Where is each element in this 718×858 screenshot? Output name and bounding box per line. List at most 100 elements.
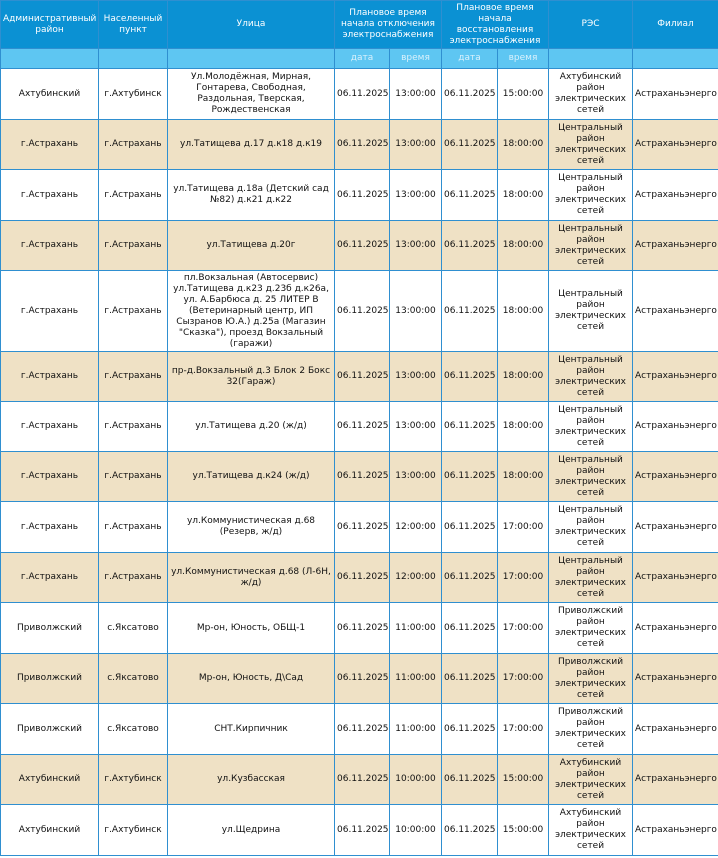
cell-locality: г.Астрахань <box>98 451 168 502</box>
subheader-date: дата <box>441 48 498 69</box>
cell-restore-date: 06.11.2025 <box>441 754 498 805</box>
cell-district: г.Астрахань <box>0 501 99 553</box>
cell-restore-time: 18:00:00 <box>496 270 550 352</box>
cell-branch: Астраханьэнерго <box>632 351 718 402</box>
cell-restore-date: 06.11.2025 <box>441 401 498 452</box>
cell-outage-date: 06.11.2025 <box>334 451 390 502</box>
cell-outage-time: 10:00:00 <box>389 804 442 856</box>
cell-outage-time: 13:00:00 <box>389 220 442 271</box>
cell-restore-date: 06.11.2025 <box>441 501 498 553</box>
table-row: г.Астрахань г.Астрахань пл.Вокзальная (Авт… <box>0 270 718 352</box>
cell-outage-date: 06.11.2025 <box>334 602 390 654</box>
cell-outage-date: 06.11.2025 <box>334 270 390 352</box>
cell-outage-time: 13:00:00 <box>389 270 442 352</box>
cell-outage-date: 06.11.2025 <box>334 220 390 271</box>
cell-outage-time: 11:00:00 <box>389 653 442 704</box>
cell-res: Центральный район электрических сетей <box>548 401 634 452</box>
cell-outage-date: 06.11.2025 <box>334 653 390 704</box>
cell-street: ул.Татищева д.18а (Детский сад №82) д.к2… <box>167 169 335 221</box>
header-res: РЭС <box>548 0 634 49</box>
cell-locality: г.Астрахань <box>98 169 168 221</box>
cell-street: ул.Татищева д.к24 (ж/д) <box>167 451 335 502</box>
cell-locality: с.Яксатово <box>98 602 168 654</box>
table-row: г.Астрахань г.Астрахань ул.Татищева д.18а … <box>0 169 718 221</box>
table-row: Приволжский с.Яксатово СНТ.Кирпичник 06.11.… <box>0 703 718 755</box>
cell-restore-time: 18:00:00 <box>496 401 550 452</box>
cell-branch: Астраханьэнерго <box>632 703 718 755</box>
cell-res: Центральный район электрических сетей <box>548 501 634 553</box>
cell-locality: г.Астрахань <box>98 270 168 352</box>
cell-restore-date: 06.11.2025 <box>441 703 498 755</box>
header-outage-start: Плановое время начала отключения электро… <box>334 0 442 49</box>
header-restore-start: Плановое время начала восстановления эле… <box>440 0 550 49</box>
table-row: г.Астрахань г.Астрахань ул.Коммунистическа… <box>0 552 718 603</box>
cell-restore-time: 15:00:00 <box>496 804 550 856</box>
cell-outage-time: 13:00:00 <box>389 451 442 502</box>
table-row: г.Астрахань г.Астрахань ул.Коммунистическа… <box>0 501 718 553</box>
cell-restore-date: 06.11.2025 <box>441 351 498 402</box>
cell-street: ул.Татищева д.20г <box>167 220 335 271</box>
cell-outage-date: 06.11.2025 <box>334 169 390 221</box>
subheader-time: время <box>496 48 550 69</box>
cell-restore-date: 06.11.2025 <box>441 220 498 271</box>
cell-res: Центральный район электрических сетей <box>548 351 634 402</box>
cell-outage-date: 06.11.2025 <box>334 68 390 120</box>
cell-restore-time: 17:00:00 <box>496 501 550 553</box>
cell-locality: г.Астрахань <box>98 552 168 603</box>
cell-res: Центральный район электрических сетей <box>548 451 634 502</box>
cell-district: г.Астрахань <box>0 401 99 452</box>
subheader-empty <box>0 48 99 69</box>
cell-outage-date: 06.11.2025 <box>334 351 390 402</box>
cell-locality: г.Астрахань <box>98 119 168 170</box>
cell-restore-date: 06.11.2025 <box>441 653 498 704</box>
cell-restore-time: 18:00:00 <box>496 220 550 271</box>
cell-res: Приволжский район электрических сетей <box>548 602 634 654</box>
cell-restore-date: 06.11.2025 <box>441 270 498 352</box>
cell-restore-time: 18:00:00 <box>496 451 550 502</box>
cell-district: г.Астрахань <box>0 270 99 352</box>
cell-district: Приволжский <box>0 703 99 755</box>
cell-street: ул.Татищева д.17 д.к18 д.к19 <box>167 119 335 170</box>
cell-restore-date: 06.11.2025 <box>441 451 498 502</box>
table-row: Ахтубинский г.Ахтубинск ул.Щедрина 06.11.20… <box>0 804 718 856</box>
cell-street: ул.Коммунистическая д.68 (Резерв, ж/д) <box>167 501 335 553</box>
cell-branch: Астраханьэнерго <box>632 804 718 856</box>
cell-district: г.Астрахань <box>0 351 99 402</box>
table-row: Приволжский с.Яксатово Мр-он, Юность, ОБЩ-… <box>0 602 718 654</box>
subheader-time: время <box>389 48 442 69</box>
cell-restore-date: 06.11.2025 <box>441 602 498 654</box>
subheader-empty <box>167 48 335 69</box>
cell-res: Центральный район электрических сетей <box>548 220 634 271</box>
cell-restore-time: 15:00:00 <box>496 68 550 120</box>
cell-locality: г.Ахтубинск <box>98 804 168 856</box>
cell-outage-date: 06.11.2025 <box>334 552 390 603</box>
subheader-empty <box>548 48 634 69</box>
cell-res: Центральный район электрических сетей <box>548 119 634 170</box>
cell-street: пл.Вокзальная (Автосервис) ул.Татищева д… <box>167 270 335 352</box>
cell-res: Приволжский район электрических сетей <box>548 703 634 755</box>
cell-street: Ул.Молодёжная, Мирная, Гонтарева, Свобод… <box>167 68 335 120</box>
cell-street: Мр-он, Юность, ОБЩ-1 <box>167 602 335 654</box>
cell-branch: Астраханьэнерго <box>632 119 718 170</box>
cell-locality: г.Ахтубинск <box>98 68 168 120</box>
cell-district: Приволжский <box>0 602 99 654</box>
table-row: Ахтубинский г.Ахтубинск Ул.Молодёжная, Мир… <box>0 68 718 120</box>
cell-outage-time: 12:00:00 <box>389 552 442 603</box>
cell-district: г.Астрахань <box>0 119 99 170</box>
cell-street: ул.Кузбасская <box>167 754 335 805</box>
cell-outage-time: 10:00:00 <box>389 754 442 805</box>
cell-res: Центральный район электрических сетей <box>548 270 634 352</box>
header-street: Улица <box>167 0 335 49</box>
table-row: г.Астрахань г.Астрахань пр-д.Вокзальный д.… <box>0 351 718 402</box>
cell-res: Центральный район электрических сетей <box>548 169 634 221</box>
cell-branch: Астраханьэнерго <box>632 653 718 704</box>
cell-outage-date: 06.11.2025 <box>334 401 390 452</box>
cell-district: г.Астрахань <box>0 220 99 271</box>
cell-branch: Астраханьэнерго <box>632 552 718 603</box>
cell-branch: Астраханьэнерго <box>632 169 718 221</box>
cell-branch: Астраханьэнерго <box>632 754 718 805</box>
cell-restore-time: 18:00:00 <box>496 119 550 170</box>
cell-district: г.Астрахань <box>0 552 99 603</box>
cell-outage-time: 11:00:00 <box>389 602 442 654</box>
cell-district: Ахтубинский <box>0 754 99 805</box>
